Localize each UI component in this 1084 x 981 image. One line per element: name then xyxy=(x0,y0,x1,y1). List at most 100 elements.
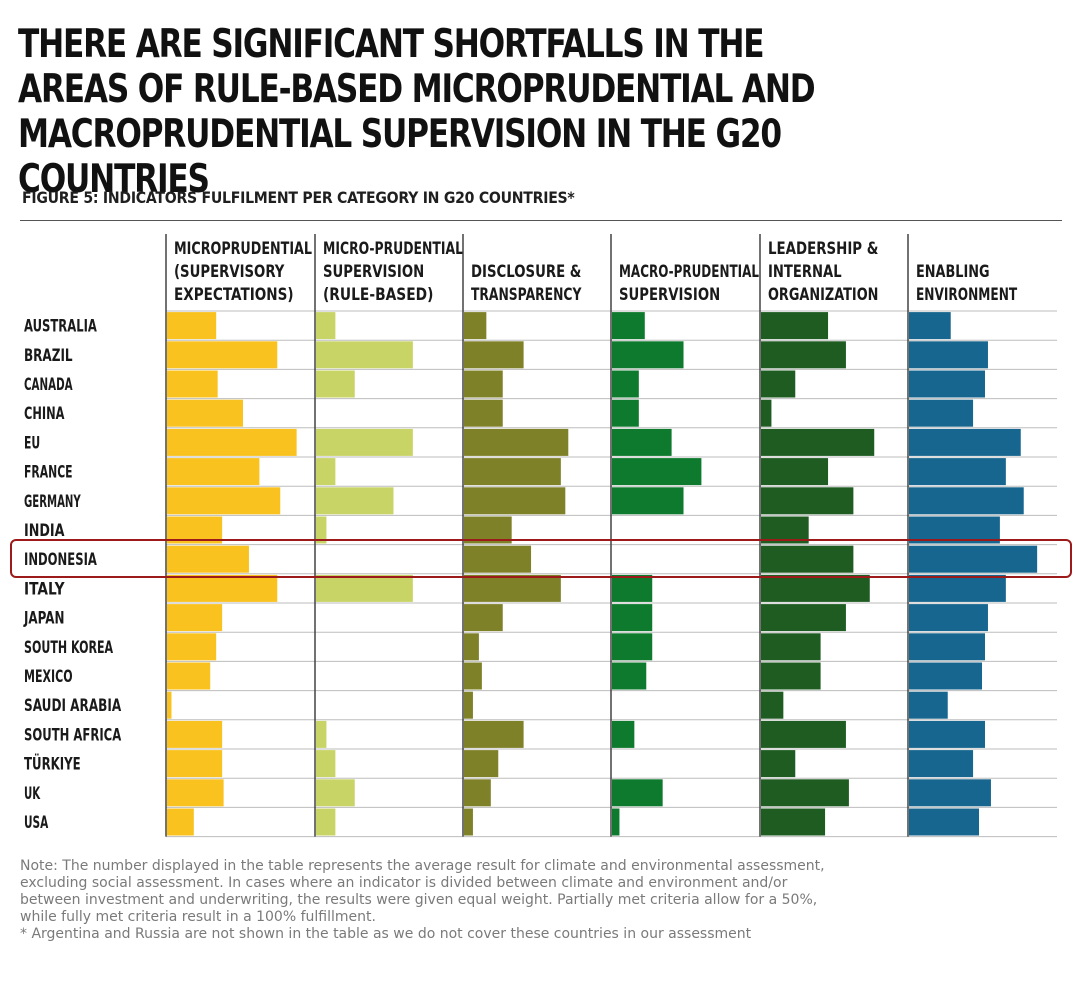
column-header: ENVIRONMENT xyxy=(916,285,1017,305)
bar xyxy=(761,399,772,427)
country-label: CANADA xyxy=(24,375,73,395)
bar xyxy=(761,662,821,690)
bar xyxy=(464,341,524,369)
bar xyxy=(612,808,620,836)
bar xyxy=(612,458,702,486)
headline: THERE ARE SIGNIFICANT SHORTFALLS IN THE … xyxy=(18,22,816,202)
bar xyxy=(761,312,829,340)
bar xyxy=(464,691,473,719)
bar xyxy=(464,545,532,573)
column-header: INTERNAL xyxy=(768,262,842,282)
column-header: LEADERSHIP & xyxy=(768,239,879,259)
bar xyxy=(464,574,561,602)
note-line: while fully met criteria result in a 100… xyxy=(20,909,376,925)
country-label: INDONESIA xyxy=(24,550,97,570)
bar xyxy=(464,808,473,836)
bar xyxy=(761,341,846,369)
note-line: excluding social assessment. In cases wh… xyxy=(20,875,788,891)
column-header: (RULE-BASED) xyxy=(323,285,433,305)
bar xyxy=(316,312,336,340)
bar xyxy=(167,399,243,427)
country-label: USA xyxy=(24,813,49,833)
bar xyxy=(316,750,336,778)
bar xyxy=(464,458,561,486)
column-header: (SUPERVISORY xyxy=(174,262,285,282)
country-label: MEXICO xyxy=(24,667,73,687)
bar xyxy=(909,312,951,340)
bar xyxy=(464,633,479,661)
bar xyxy=(316,341,413,369)
country-label: EU xyxy=(24,433,40,453)
bar xyxy=(612,341,684,369)
bar xyxy=(612,487,684,515)
bar xyxy=(167,633,217,661)
bar xyxy=(761,779,849,807)
bar xyxy=(909,779,991,807)
bar xyxy=(167,370,218,398)
country-label: INDIA xyxy=(24,521,65,541)
bar xyxy=(464,487,566,515)
bar xyxy=(761,458,829,486)
bar xyxy=(464,604,503,632)
column-header: SUPERVISION xyxy=(323,262,424,282)
bar xyxy=(167,808,194,836)
note: Note: The number displayed in the table … xyxy=(20,858,1020,943)
bar xyxy=(464,428,569,456)
bar xyxy=(761,487,854,515)
bar xyxy=(316,487,394,515)
bar xyxy=(612,312,645,340)
bar xyxy=(464,312,487,340)
bar xyxy=(909,574,1006,602)
bar xyxy=(464,662,482,690)
bar xyxy=(761,604,846,632)
bar xyxy=(316,428,413,456)
bar xyxy=(909,808,980,836)
bar xyxy=(464,750,499,778)
country-label: SAUDI ARABIA xyxy=(24,696,122,716)
bar xyxy=(464,720,524,748)
bar xyxy=(316,779,355,807)
country-label: FRANCE xyxy=(24,463,73,483)
bar xyxy=(761,808,826,836)
bar xyxy=(167,779,224,807)
bar xyxy=(316,808,336,836)
bar xyxy=(909,545,1038,573)
bar xyxy=(167,720,223,748)
country-label: UK xyxy=(24,784,41,804)
bar xyxy=(167,574,278,602)
bar xyxy=(909,633,985,661)
bar xyxy=(167,487,281,515)
bar xyxy=(464,370,503,398)
bar xyxy=(909,750,974,778)
bar xyxy=(316,720,327,748)
bar xyxy=(612,370,639,398)
country-label: BRAZIL xyxy=(24,346,73,366)
column-header: SUPERVISION xyxy=(619,285,720,305)
column-header: ORGANIZATION xyxy=(768,285,878,305)
bar xyxy=(909,341,988,369)
bar xyxy=(167,545,249,573)
column-header: MICRO-PRUDENTIAL xyxy=(323,239,463,259)
figure-title: FIGURE 5: INDICATORS FULFILMENT PER CATE… xyxy=(22,188,575,207)
bar xyxy=(167,691,172,719)
bar xyxy=(167,662,211,690)
bar xyxy=(167,604,223,632)
country-label: SOUTH AFRICA xyxy=(24,725,122,745)
bar xyxy=(167,458,260,486)
bar xyxy=(909,458,1006,486)
bar xyxy=(761,750,796,778)
bar xyxy=(909,428,1021,456)
bar xyxy=(167,312,217,340)
bar xyxy=(909,370,985,398)
bar xyxy=(316,458,336,486)
footnote: * Argentina and Russia are not shown in … xyxy=(20,926,752,942)
column-header: MACRO-PRUDENTIAL xyxy=(619,262,759,282)
country-label: JAPAN xyxy=(23,609,64,629)
bar xyxy=(909,720,985,748)
bar xyxy=(464,399,503,427)
bar xyxy=(761,574,870,602)
bar xyxy=(909,604,988,632)
bar xyxy=(761,691,784,719)
bar xyxy=(761,545,854,573)
bar xyxy=(909,487,1024,515)
